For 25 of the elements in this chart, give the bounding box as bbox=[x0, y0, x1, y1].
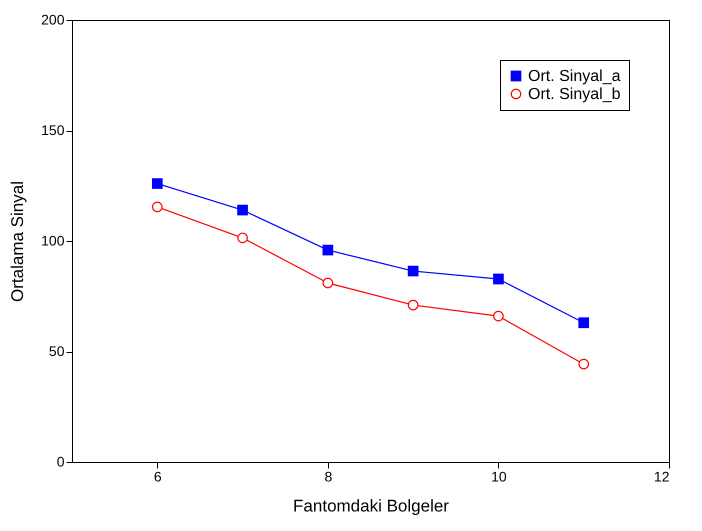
x-tick-label: 8 bbox=[324, 468, 332, 484]
point bbox=[578, 358, 590, 370]
point bbox=[237, 232, 248, 244]
y-tick-label: 200 bbox=[41, 12, 65, 28]
point bbox=[322, 244, 334, 256]
x-tick-label: 12 bbox=[654, 468, 670, 484]
y-tick-label: 0 bbox=[56, 454, 65, 470]
point bbox=[322, 278, 334, 288]
y-tick-label: 150 bbox=[41, 122, 65, 138]
legend-label: Ort. Sinyal_b bbox=[528, 86, 621, 103]
legend-label: Ort. Sinyal_a bbox=[528, 68, 621, 85]
point bbox=[237, 204, 248, 216]
point bbox=[152, 202, 163, 212]
point bbox=[408, 300, 418, 310]
point bbox=[578, 317, 590, 328]
x-axis-title: Fantomdaki Bolgeler bbox=[293, 496, 450, 516]
point bbox=[152, 178, 163, 189]
x-tick-label: 6 bbox=[154, 468, 162, 484]
x-tick-label: 10 bbox=[491, 468, 507, 484]
y-axis-title: Ortalama Sinyal bbox=[8, 181, 28, 302]
point bbox=[408, 266, 418, 276]
y-tick-label: 50 bbox=[48, 343, 65, 359]
point bbox=[493, 274, 504, 284]
point bbox=[493, 310, 504, 322]
y-tick-label: 100 bbox=[41, 232, 65, 248]
